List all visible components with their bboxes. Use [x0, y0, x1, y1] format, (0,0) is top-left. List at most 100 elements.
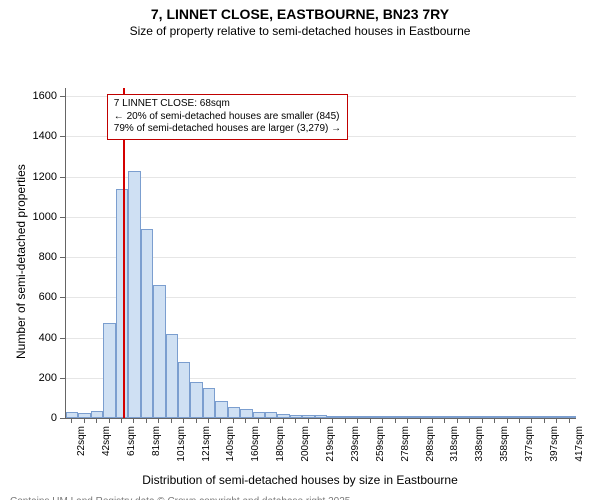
histogram-bar	[190, 382, 202, 418]
xtick-label: 259sqm	[375, 426, 386, 476]
page-subtitle: Size of property relative to semi-detach…	[0, 24, 600, 38]
xtick-mark	[432, 418, 433, 423]
xtick-mark	[295, 418, 296, 423]
histogram-bar	[166, 334, 178, 419]
xtick-mark	[133, 418, 134, 423]
histogram-bar	[501, 416, 513, 418]
xtick-label: 22sqm	[76, 426, 87, 476]
xtick-label: 417sqm	[574, 426, 585, 476]
xtick-mark	[96, 418, 97, 423]
xtick-mark	[84, 418, 85, 423]
histogram-bar	[141, 229, 153, 418]
histogram-bar	[78, 413, 90, 418]
xtick-label: 298sqm	[425, 426, 436, 476]
xtick-label: 278sqm	[400, 426, 411, 476]
xtick-mark	[146, 418, 147, 423]
histogram-bar	[203, 388, 215, 418]
histogram-bar	[253, 412, 265, 418]
xtick-mark	[345, 418, 346, 423]
ytick-mark	[60, 297, 65, 298]
histogram-bar	[551, 416, 563, 418]
xtick-mark	[332, 418, 333, 423]
chart-container: 7 LINNET CLOSE: 68sqm← 20% of semi-detac…	[0, 38, 600, 500]
grid-line	[66, 177, 576, 178]
ytick-mark	[60, 257, 65, 258]
histogram-bar	[215, 401, 227, 418]
histogram-bar	[178, 362, 190, 418]
histogram-bar	[489, 416, 501, 418]
xtick-mark	[109, 418, 110, 423]
ytick-label: 200	[0, 372, 57, 384]
xtick-label: 61sqm	[126, 426, 137, 476]
xtick-label: 377sqm	[524, 426, 535, 476]
histogram-bar	[240, 409, 252, 418]
xtick-label: 180sqm	[275, 426, 286, 476]
xtick-mark	[121, 418, 122, 423]
xtick-mark	[407, 418, 408, 423]
histogram-bar	[402, 416, 414, 418]
ytick-mark	[60, 96, 65, 97]
xtick-mark	[196, 418, 197, 423]
xtick-label: 219sqm	[325, 426, 336, 476]
histogram-bar	[389, 416, 401, 418]
histogram-bar	[116, 189, 128, 418]
xtick-mark	[382, 418, 383, 423]
xtick-mark	[519, 418, 520, 423]
xtick-mark	[208, 418, 209, 423]
annotation-box: 7 LINNET CLOSE: 68sqm← 20% of semi-detac…	[107, 94, 348, 140]
histogram-bar	[564, 416, 576, 418]
histogram-bar	[464, 416, 476, 418]
ytick-label: 1600	[0, 90, 57, 102]
xtick-label: 358sqm	[499, 426, 510, 476]
xtick-mark	[494, 418, 495, 423]
xtick-label: 42sqm	[101, 426, 112, 476]
xtick-mark	[357, 418, 358, 423]
histogram-bar	[290, 415, 302, 418]
xtick-mark	[283, 418, 284, 423]
ytick-mark	[60, 378, 65, 379]
xtick-label: 140sqm	[225, 426, 236, 476]
histogram-bar	[476, 416, 488, 418]
ytick-label: 400	[0, 332, 57, 344]
xtick-mark	[320, 418, 321, 423]
histogram-bar	[228, 407, 240, 418]
histogram-bar	[452, 416, 464, 418]
histogram-bar	[514, 416, 526, 418]
histogram-bar	[103, 323, 115, 418]
xtick-mark	[158, 418, 159, 423]
ytick-label: 1400	[0, 130, 57, 142]
footer-attribution: Contains HM Land Registry data © Crown c…	[10, 496, 392, 500]
histogram-bar	[352, 416, 364, 418]
xtick-mark	[220, 418, 221, 423]
xtick-mark	[308, 418, 309, 423]
xtick-mark	[258, 418, 259, 423]
ytick-mark	[60, 177, 65, 178]
xtick-mark	[370, 418, 371, 423]
xtick-mark	[444, 418, 445, 423]
xtick-label: 200sqm	[300, 426, 311, 476]
xtick-mark	[395, 418, 396, 423]
histogram-bar	[365, 416, 377, 418]
ytick-label: 0	[0, 412, 57, 424]
histogram-bar	[277, 414, 289, 418]
annotation-line: 79% of semi-detached houses are larger (…	[114, 123, 341, 136]
xtick-label: 239sqm	[350, 426, 361, 476]
histogram-bar	[66, 412, 78, 418]
xtick-mark	[71, 418, 72, 423]
xtick-mark	[457, 418, 458, 423]
xtick-mark	[183, 418, 184, 423]
ytick-mark	[60, 418, 65, 419]
xtick-mark	[556, 418, 557, 423]
histogram-bar	[377, 416, 389, 418]
footer-line1: Contains HM Land Registry data © Crown c…	[10, 496, 392, 500]
xtick-mark	[482, 418, 483, 423]
histogram-bar	[302, 415, 314, 418]
xtick-label: 318sqm	[449, 426, 460, 476]
histogram-bar	[153, 285, 165, 418]
histogram-bar	[439, 416, 451, 418]
xtick-mark	[270, 418, 271, 423]
annotation-line: 7 LINNET CLOSE: 68sqm	[114, 98, 341, 111]
xtick-label: 81sqm	[151, 426, 162, 476]
xtick-mark	[171, 418, 172, 423]
histogram-bar	[427, 416, 439, 418]
